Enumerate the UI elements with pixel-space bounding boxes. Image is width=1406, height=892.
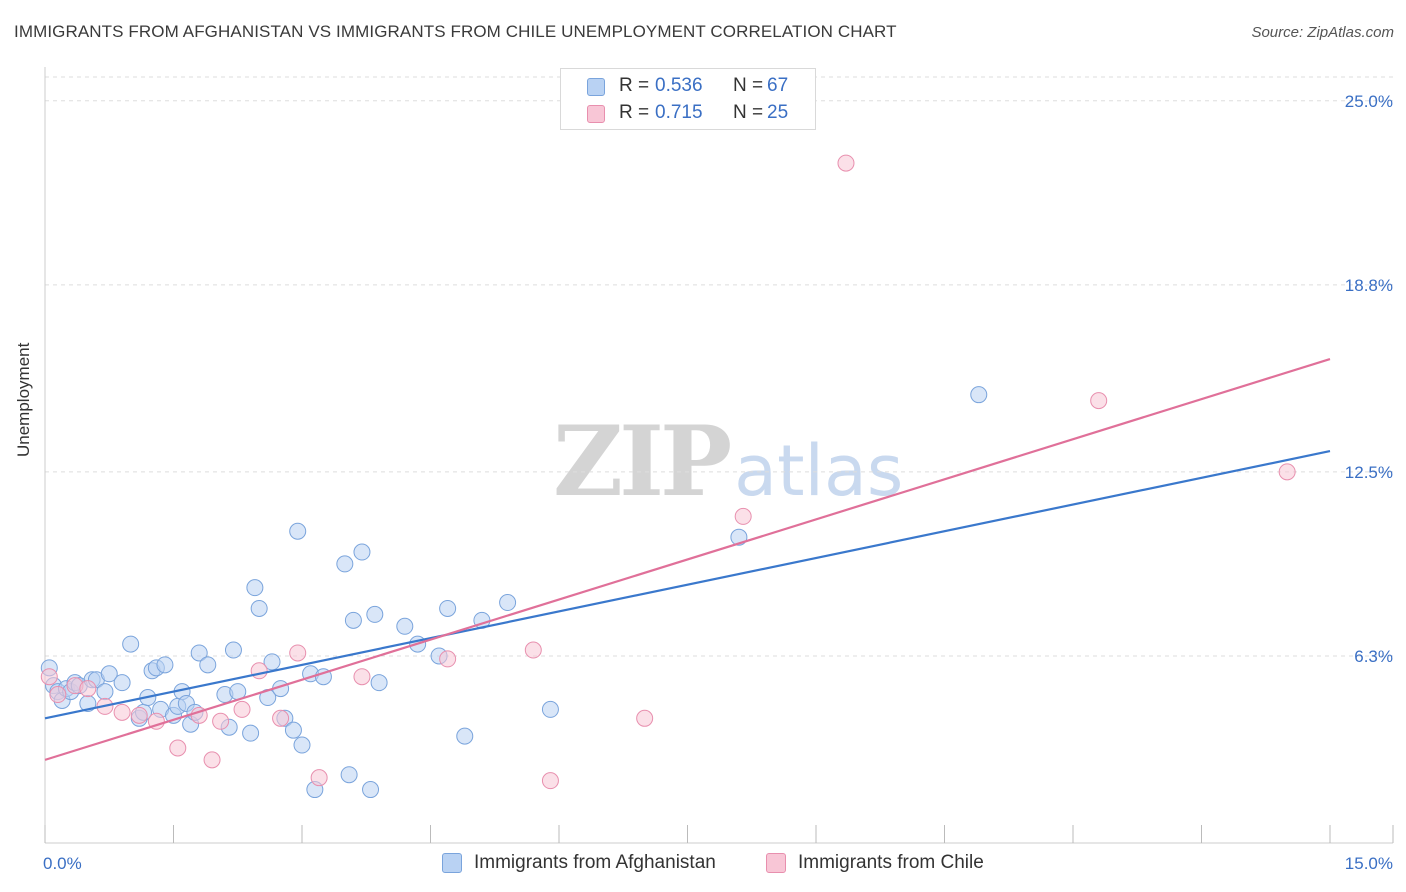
y-tick-label: 6.3% — [1354, 647, 1393, 666]
data-point-afghanistan — [970, 386, 988, 404]
data-point-afghanistan — [122, 635, 140, 653]
watermark-zip: ZIP — [553, 405, 732, 518]
data-point-chile — [113, 703, 131, 721]
data-point-afghanistan — [439, 599, 457, 617]
data-point-afghanistan — [224, 641, 242, 659]
data-point-afghanistan — [366, 605, 384, 623]
data-point-chile — [40, 668, 58, 686]
axis-layer — [44, 67, 1394, 844]
data-point-afghanistan — [100, 665, 118, 683]
data-point-afghanistan — [293, 736, 311, 754]
bottom-legend-label: Immigrants from Chile — [798, 852, 984, 873]
bottom-legend-label: Immigrants from Afghanistan — [474, 852, 716, 873]
labels-layer: 6.3% 12.5% 18.8% 25.0% 0.0% 15.0% — [43, 92, 1393, 873]
legend-swatch-blue — [587, 78, 605, 96]
data-point-chile — [439, 650, 457, 668]
x-tick-label-max: 15.0% — [1345, 854, 1393, 873]
data-point-chile — [272, 709, 290, 727]
data-point-chile — [79, 680, 97, 698]
data-point-chile — [130, 706, 148, 724]
data-point-chile — [203, 751, 221, 769]
data-point-chile — [250, 662, 268, 680]
y-tick-label: 25.0% — [1345, 92, 1393, 111]
trend-line-afghanistan — [44, 450, 1331, 720]
y-tick-label: 18.8% — [1345, 276, 1393, 295]
data-point-afghanistan — [190, 644, 208, 662]
data-point-afghanistan — [456, 727, 474, 745]
data-point-afghanistan — [340, 766, 358, 784]
data-point-chile — [212, 712, 230, 730]
legend-n-value: 67 — [767, 75, 789, 96]
data-point-chile — [1278, 463, 1296, 481]
data-point-afghanistan — [353, 543, 371, 561]
data-point-afghanistan — [344, 611, 362, 629]
data-point-afghanistan — [499, 594, 517, 612]
y-tick-label: 12.5% — [1345, 463, 1393, 482]
data-point-afghanistan — [246, 579, 264, 597]
data-point-afghanistan — [263, 653, 281, 671]
data-point-afghanistan — [250, 599, 268, 617]
legend-r-label: R = — [619, 102, 650, 123]
data-point-afghanistan — [113, 674, 131, 692]
data-point-afghanistan — [289, 522, 307, 540]
legend-n-label: N = — [733, 75, 764, 96]
data-point-afghanistan — [156, 656, 174, 674]
data-point-afghanistan — [396, 617, 414, 635]
data-point-chile — [541, 772, 559, 790]
legend-n-value: 25 — [767, 102, 789, 123]
legend-r-value: 0.715 — [655, 102, 703, 123]
legend-r-label: R = — [619, 75, 650, 96]
bottom-legend-swatch-blue — [442, 853, 462, 873]
data-point-chile — [169, 739, 187, 757]
chart-title: IMMIGRANTS FROM AFGHANISTAN VS IMMIGRANT… — [14, 22, 897, 41]
correlation-legend: R = 0.536 N = 67 R = 0.715 N = 25 — [560, 68, 816, 130]
data-point-afghanistan — [242, 724, 260, 742]
source-label: Source: ZipAtlas.com — [1251, 24, 1394, 41]
data-point-afghanistan — [199, 656, 217, 674]
data-point-chile — [837, 154, 855, 172]
data-point-chile — [233, 700, 251, 718]
data-point-chile — [289, 644, 307, 662]
data-point-chile — [310, 769, 328, 787]
y-axis-label: Unemployment — [14, 342, 33, 457]
watermark-atlas: atlas — [734, 430, 904, 512]
legend-swatch-pink — [587, 105, 605, 123]
bottom-legend-swatch-pink — [766, 853, 786, 873]
data-point-afghanistan — [370, 674, 388, 692]
points-layer — [40, 154, 1296, 799]
data-point-afghanistan — [541, 700, 559, 718]
legend-n-label: N = — [733, 102, 764, 123]
grid-layer — [45, 76, 1395, 657]
data-point-afghanistan — [96, 683, 114, 701]
data-point-chile — [734, 507, 752, 525]
data-point-chile — [524, 641, 542, 659]
data-point-chile — [1090, 392, 1108, 410]
trend-layer — [44, 358, 1331, 761]
watermark: ZIPatlas — [553, 405, 903, 518]
x-tick-label-min: 0.0% — [43, 854, 82, 873]
data-point-afghanistan — [284, 721, 302, 739]
data-point-afghanistan — [362, 781, 380, 799]
data-point-chile — [353, 668, 371, 686]
legend-r-value: 0.536 — [655, 75, 703, 96]
data-point-chile — [49, 686, 67, 704]
data-point-chile — [636, 709, 654, 727]
data-point-afghanistan — [336, 555, 354, 573]
trend-line-chile — [44, 358, 1331, 761]
